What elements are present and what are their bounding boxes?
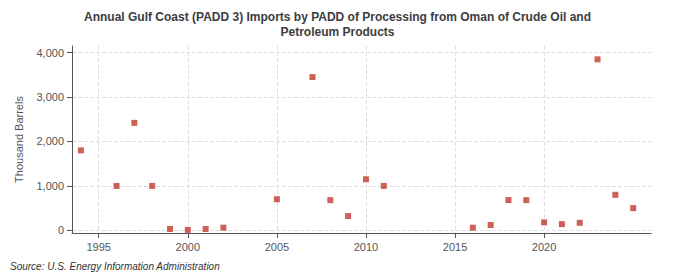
svg-text:Source: U.S. Energy Informatio: Source: U.S. Energy Information Administ… bbox=[10, 261, 220, 272]
svg-text:Annual Gulf Coast (PADD 3) Imp: Annual Gulf Coast (PADD 3) Imports by PA… bbox=[84, 10, 591, 24]
svg-text:4,000: 4,000 bbox=[36, 47, 64, 59]
svg-text:2000: 2000 bbox=[176, 241, 200, 253]
svg-text:1,000: 1,000 bbox=[36, 180, 64, 192]
svg-text:2015: 2015 bbox=[443, 241, 467, 253]
svg-text:Petroleum Products: Petroleum Products bbox=[280, 25, 394, 39]
svg-text:1995: 1995 bbox=[86, 241, 110, 253]
svg-text:Thousand Barrels: Thousand Barrels bbox=[13, 96, 25, 183]
svg-text:2010: 2010 bbox=[354, 241, 378, 253]
svg-text:2020: 2020 bbox=[532, 241, 556, 253]
svg-text:2,000: 2,000 bbox=[36, 135, 64, 147]
svg-text:2005: 2005 bbox=[265, 241, 289, 253]
svg-text:3,000: 3,000 bbox=[36, 91, 64, 103]
svg-text:0: 0 bbox=[58, 224, 64, 236]
